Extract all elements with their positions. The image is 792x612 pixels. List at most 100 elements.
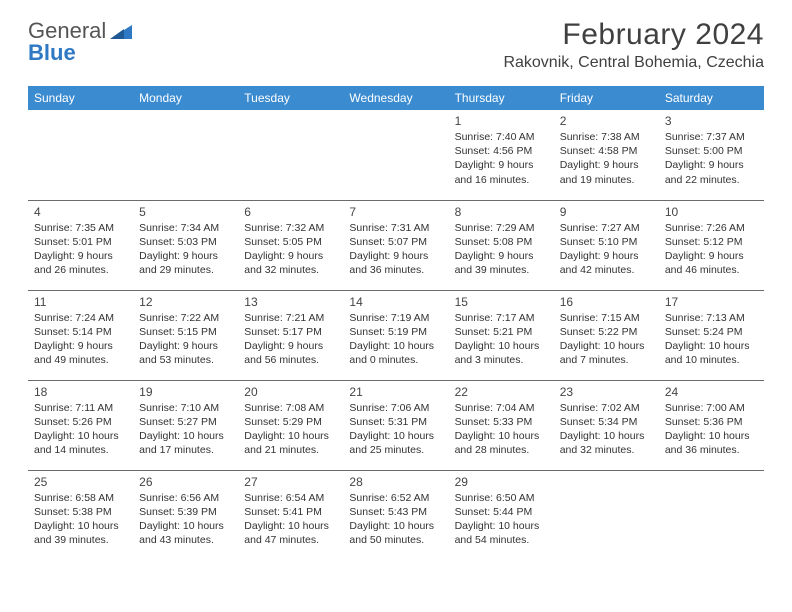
day-number: 9 (560, 205, 653, 219)
day-daylight1: Daylight: 10 hours (34, 519, 127, 533)
day-number: 11 (34, 295, 127, 309)
day-number: 3 (665, 114, 758, 128)
day-number: 24 (665, 385, 758, 399)
calendar-cell: 3Sunrise: 7:37 AMSunset: 5:00 PMDaylight… (659, 110, 764, 200)
calendar-row: 18Sunrise: 7:11 AMSunset: 5:26 PMDayligh… (28, 380, 764, 470)
day-daylight1: Daylight: 9 hours (560, 158, 653, 172)
day-daylight2: and 3 minutes. (455, 353, 548, 367)
calendar-cell: 10Sunrise: 7:26 AMSunset: 5:12 PMDayligh… (659, 200, 764, 290)
day-sunrise: Sunrise: 7:04 AM (455, 401, 548, 415)
day-sunset: Sunset: 5:03 PM (139, 235, 232, 249)
day-sunrise: Sunrise: 7:40 AM (455, 130, 548, 144)
calendar-cell-empty (28, 110, 133, 200)
day-number: 18 (34, 385, 127, 399)
day-sunset: Sunset: 5:41 PM (244, 505, 337, 519)
day-sunrise: Sunrise: 7:29 AM (455, 221, 548, 235)
day-sunset: Sunset: 5:43 PM (349, 505, 442, 519)
day-sunrise: Sunrise: 7:21 AM (244, 311, 337, 325)
day-sunset: Sunset: 5:39 PM (139, 505, 232, 519)
calendar-cell: 27Sunrise: 6:54 AMSunset: 5:41 PMDayligh… (238, 470, 343, 560)
day-sunrise: Sunrise: 7:22 AM (139, 311, 232, 325)
day-daylight2: and 47 minutes. (244, 533, 337, 547)
day-sunrise: Sunrise: 7:35 AM (34, 221, 127, 235)
day-number: 21 (349, 385, 442, 399)
day-daylight1: Daylight: 10 hours (349, 339, 442, 353)
day-sunrise: Sunrise: 6:58 AM (34, 491, 127, 505)
day-number: 12 (139, 295, 232, 309)
calendar-cell: 14Sunrise: 7:19 AMSunset: 5:19 PMDayligh… (343, 290, 448, 380)
day-sunrise: Sunrise: 6:56 AM (139, 491, 232, 505)
day-daylight2: and 32 minutes. (244, 263, 337, 277)
day-daylight1: Daylight: 9 hours (455, 158, 548, 172)
day-number: 4 (34, 205, 127, 219)
day-sunrise: Sunrise: 7:10 AM (139, 401, 232, 415)
day-sunrise: Sunrise: 7:15 AM (560, 311, 653, 325)
day-number: 27 (244, 475, 337, 489)
day-number: 25 (34, 475, 127, 489)
calendar-cell: 17Sunrise: 7:13 AMSunset: 5:24 PMDayligh… (659, 290, 764, 380)
day-daylight2: and 19 minutes. (560, 173, 653, 187)
day-daylight2: and 39 minutes. (34, 533, 127, 547)
day-daylight2: and 25 minutes. (349, 443, 442, 457)
day-daylight2: and 7 minutes. (560, 353, 653, 367)
calendar-row: 1Sunrise: 7:40 AMSunset: 4:56 PMDaylight… (28, 110, 764, 200)
title-block: February 2024 Rakovnik, Central Bohemia,… (503, 18, 764, 72)
day-sunset: Sunset: 4:56 PM (455, 144, 548, 158)
day-header: Friday (554, 86, 659, 110)
day-sunset: Sunset: 5:26 PM (34, 415, 127, 429)
day-header: Sunday (28, 86, 133, 110)
day-sunrise: Sunrise: 7:02 AM (560, 401, 653, 415)
day-sunset: Sunset: 5:07 PM (349, 235, 442, 249)
day-daylight1: Daylight: 10 hours (665, 339, 758, 353)
day-daylight2: and 17 minutes. (139, 443, 232, 457)
day-sunrise: Sunrise: 7:00 AM (665, 401, 758, 415)
day-sunrise: Sunrise: 7:19 AM (349, 311, 442, 325)
day-sunset: Sunset: 5:00 PM (665, 144, 758, 158)
day-number: 17 (665, 295, 758, 309)
day-daylight1: Daylight: 10 hours (560, 429, 653, 443)
calendar-cell: 22Sunrise: 7:04 AMSunset: 5:33 PMDayligh… (449, 380, 554, 470)
day-daylight2: and 26 minutes. (34, 263, 127, 277)
day-sunset: Sunset: 5:12 PM (665, 235, 758, 249)
day-daylight1: Daylight: 10 hours (349, 429, 442, 443)
calendar-cell: 9Sunrise: 7:27 AMSunset: 5:10 PMDaylight… (554, 200, 659, 290)
day-daylight2: and 50 minutes. (349, 533, 442, 547)
day-daylight1: Daylight: 10 hours (244, 429, 337, 443)
calendar-cell: 24Sunrise: 7:00 AMSunset: 5:36 PMDayligh… (659, 380, 764, 470)
day-daylight1: Daylight: 10 hours (455, 519, 548, 533)
day-header: Saturday (659, 86, 764, 110)
day-sunrise: Sunrise: 7:17 AM (455, 311, 548, 325)
day-sunset: Sunset: 5:24 PM (665, 325, 758, 339)
day-sunset: Sunset: 5:44 PM (455, 505, 548, 519)
day-number: 5 (139, 205, 232, 219)
calendar-cell: 18Sunrise: 7:11 AMSunset: 5:26 PMDayligh… (28, 380, 133, 470)
day-daylight1: Daylight: 9 hours (665, 249, 758, 263)
day-sunset: Sunset: 5:21 PM (455, 325, 548, 339)
calendar-cell-empty (554, 470, 659, 560)
calendar-cell: 25 Sunrise: 6:58 AMSunset: 5:38 PMDayligh… (28, 470, 133, 560)
day-daylight2: and 10 minutes. (665, 353, 758, 367)
day-sunrise: Sunrise: 6:50 AM (455, 491, 548, 505)
day-sunset: Sunset: 5:10 PM (560, 235, 653, 249)
calendar-cell: 12Sunrise: 7:22 AMSunset: 5:15 PMDayligh… (133, 290, 238, 380)
day-daylight2: and 36 minutes. (665, 443, 758, 457)
day-daylight1: Daylight: 9 hours (455, 249, 548, 263)
day-daylight2: and 36 minutes. (349, 263, 442, 277)
day-sunset: Sunset: 5:38 PM (34, 505, 127, 519)
calendar-cell: 11Sunrise: 7:24 AMSunset: 5:14 PMDayligh… (28, 290, 133, 380)
day-daylight1: Daylight: 10 hours (349, 519, 442, 533)
calendar-cell: 4Sunrise: 7:35 AMSunset: 5:01 PMDaylight… (28, 200, 133, 290)
day-number: 2 (560, 114, 653, 128)
day-sunrise: Sunrise: 7:26 AM (665, 221, 758, 235)
calendar-cell-empty (343, 110, 448, 200)
day-sunset: Sunset: 5:14 PM (34, 325, 127, 339)
day-number: 22 (455, 385, 548, 399)
calendar-row: 11Sunrise: 7:24 AMSunset: 5:14 PMDayligh… (28, 290, 764, 380)
calendar-cell: 20Sunrise: 7:08 AMSunset: 5:29 PMDayligh… (238, 380, 343, 470)
day-number: 23 (560, 385, 653, 399)
day-sunset: Sunset: 5:08 PM (455, 235, 548, 249)
calendar-cell: 7Sunrise: 7:31 AMSunset: 5:07 PMDaylight… (343, 200, 448, 290)
calendar-cell: 26Sunrise: 6:56 AMSunset: 5:39 PMDayligh… (133, 470, 238, 560)
day-sunset: Sunset: 5:33 PM (455, 415, 548, 429)
day-daylight1: Daylight: 9 hours (349, 249, 442, 263)
